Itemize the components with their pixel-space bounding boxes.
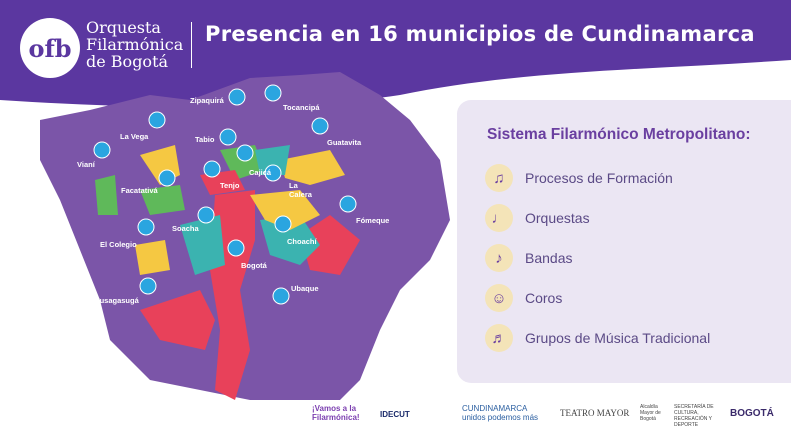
page-title: Presencia en 16 municipios de Cundinamar… — [205, 22, 755, 46]
legend-item: ♫ Procesos de Formación — [485, 164, 673, 192]
header-band — [0, 0, 791, 107]
brand-name: Orquesta Filarmónica de Bogotá — [86, 19, 183, 70]
legend-label: Coros — [525, 290, 563, 306]
saxophone-icon: ♪ — [485, 244, 513, 272]
legend-panel: Sistema Filarmónico Metropolitano: ♫ Proc… — [457, 100, 791, 383]
map-label: Fómeque — [356, 216, 390, 225]
viani-region — [95, 175, 118, 215]
secretaria-logo: SECRETARÍA DE CULTURA, RECREACIÓN Y DEPO… — [674, 404, 714, 428]
map-label: El Colegio — [100, 240, 137, 249]
teatro-mayor-logo: TEATRO MAYOR — [560, 408, 630, 418]
legend-label: Bandas — [525, 250, 573, 266]
sponsor-logos: ¡Vamos a la Filarmónica! IDECUT CUNDINAM… — [0, 400, 791, 436]
la-calera-region — [250, 190, 320, 230]
map-label: La Calera — [289, 181, 312, 199]
map-label: Tenjo — [220, 181, 240, 190]
chochi-region — [260, 215, 320, 265]
panel-title: Sistema Filarmónico Metropolitano: — [487, 126, 751, 143]
map-label: Fusagasugá — [95, 296, 139, 305]
ofb-logo: ofb — [20, 18, 80, 78]
legend-item: ♬ Grupos de Música Tradicional — [485, 324, 710, 352]
choir-icon: ☺ — [485, 284, 513, 312]
legend-label: Orquestas — [525, 210, 590, 226]
brand-line: de Bogotá — [86, 52, 169, 71]
map-label: Guatavita — [327, 138, 362, 147]
fusagasuga-region — [140, 290, 215, 350]
map-label: Bogotá — [241, 261, 267, 270]
brand-line: Filarmónica — [86, 35, 184, 54]
el-colegio-region — [135, 240, 170, 275]
violin-icon: ♩ — [485, 204, 513, 232]
map-label: Vianí — [77, 160, 95, 169]
fomeque-region — [300, 215, 360, 275]
bogota-logo: BOGOTÁ — [730, 408, 774, 419]
map-label: Tabio — [195, 135, 215, 144]
idecut-logo: IDECUT — [380, 410, 410, 419]
legend-label: Grupos de Música Tradicional — [525, 330, 711, 346]
map-label: Soacha — [172, 224, 199, 233]
guatavita-region — [280, 150, 345, 185]
legend-item: ♪ Bandas — [485, 244, 572, 272]
map-label: Tocancipá — [283, 103, 320, 112]
alcaldia-logo: Alcaldía Mayor de Bogotá — [640, 404, 661, 422]
map-label: La Vega — [120, 132, 149, 141]
legend-item: ♩ Orquestas — [485, 204, 590, 232]
legend-label: Procesos de Formación — [525, 170, 673, 186]
map-label: Choachí — [287, 237, 317, 246]
map-label: Zipaquirá — [190, 96, 224, 105]
ofb-sponsor-logo: ¡Vamos a la Filarmónica! — [312, 404, 360, 422]
map-label: Facatativá — [121, 186, 158, 195]
cundinamarca-logo: CUNDINAMARCA unidos podemos más — [462, 404, 539, 422]
facatativa-region — [140, 185, 185, 215]
map-label: Cajicá — [249, 168, 272, 177]
map-label: Ubaque — [291, 284, 319, 293]
brand-line: Orquesta — [86, 18, 161, 37]
divider — [191, 22, 192, 68]
cajica-region — [255, 145, 290, 175]
legend-item: ☺ Coros — [485, 284, 562, 312]
sheet-music-icon: ♫ — [485, 164, 513, 192]
soacha-region — [180, 215, 225, 275]
header: ofb Orquesta Filarmónica de Bogotá Prese… — [0, 0, 791, 105]
guitar-icon: ♬ — [485, 324, 513, 352]
